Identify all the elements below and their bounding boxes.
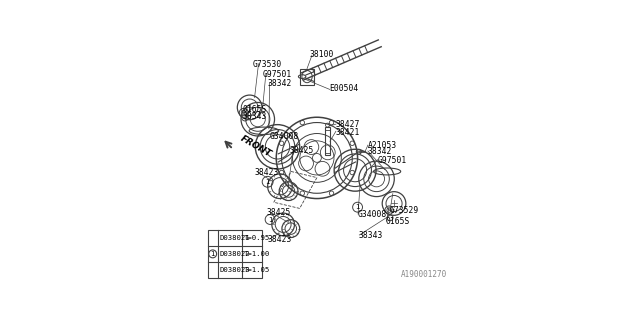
Text: 38342: 38342 <box>367 147 392 156</box>
Text: G73529: G73529 <box>390 206 419 215</box>
Text: 38343: 38343 <box>243 111 268 121</box>
Bar <box>325 127 330 156</box>
Text: E00504: E00504 <box>329 84 358 93</box>
Text: D038023: D038023 <box>219 267 250 273</box>
Text: 1: 1 <box>266 179 270 185</box>
Text: T=1.05: T=1.05 <box>243 267 269 273</box>
Text: G34008: G34008 <box>270 132 300 141</box>
Text: 38423: 38423 <box>254 168 278 177</box>
Text: T=0.95: T=0.95 <box>243 235 269 241</box>
Text: 38423: 38423 <box>268 236 292 244</box>
Text: 0165S: 0165S <box>243 105 268 114</box>
Text: 38421: 38421 <box>335 128 360 137</box>
Text: D038022: D038022 <box>219 251 250 257</box>
Text: 38425: 38425 <box>290 146 314 155</box>
Text: G97501: G97501 <box>378 156 406 165</box>
Text: 0165S: 0165S <box>386 218 410 227</box>
Text: A21053: A21053 <box>367 141 397 150</box>
Text: 38100: 38100 <box>310 50 334 59</box>
Text: G73530: G73530 <box>253 60 282 69</box>
Text: 1: 1 <box>211 251 215 257</box>
Bar <box>300 68 314 84</box>
Text: 38343: 38343 <box>359 231 383 240</box>
Text: FRONT: FRONT <box>239 134 273 159</box>
Text: T=1.00: T=1.00 <box>243 251 269 257</box>
Text: 38427: 38427 <box>335 120 360 129</box>
Text: 1: 1 <box>355 204 360 210</box>
Text: G97501: G97501 <box>262 70 292 79</box>
Text: G34008: G34008 <box>358 210 387 219</box>
Text: D038021: D038021 <box>219 235 250 241</box>
Text: A190001270: A190001270 <box>401 270 447 279</box>
Text: 38425: 38425 <box>266 208 291 217</box>
Text: 1: 1 <box>268 217 273 222</box>
Text: 38342: 38342 <box>268 79 292 89</box>
Bar <box>208 230 262 278</box>
